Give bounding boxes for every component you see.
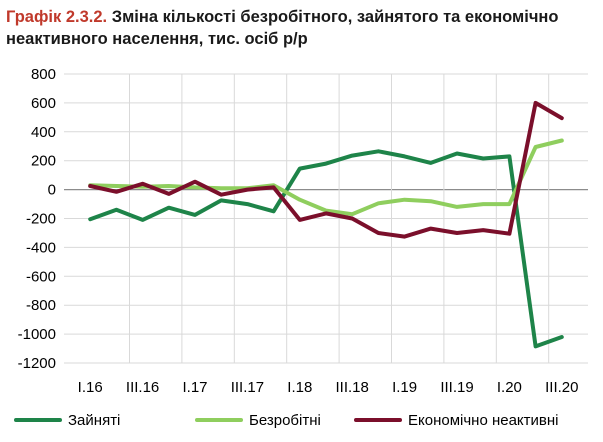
x-tick-label: III.16: [126, 379, 159, 396]
x-tick-label: I.19: [392, 379, 417, 396]
series-line: [88, 100, 564, 239]
y-tick-label: -800: [26, 297, 56, 314]
y-tick-label: -600: [26, 268, 56, 285]
y-tick-label: 400: [31, 124, 56, 141]
gridlines: [64, 73, 588, 364]
y-tick-label: 800: [31, 66, 56, 83]
y-tick-label: -1200: [18, 355, 56, 372]
x-tick-label: III.19: [440, 379, 473, 396]
axes: 800 600 400 200 0 -200 -400 -600 -800 -1000 -1200 I…: [18, 66, 579, 396]
y-tick-label: -200: [26, 211, 56, 228]
series-lines: [88, 100, 564, 349]
legend-label: Зайняті: [68, 412, 120, 429]
chart-title: Графік 2.3.2. Зміна кількості безробітно…: [6, 6, 596, 50]
y-tick-label: 200: [31, 153, 56, 170]
y-tick-label: 0: [48, 182, 56, 199]
x-tick-label: I.20: [497, 379, 522, 396]
x-tick-label: III.18: [336, 379, 369, 396]
chart-number: Графік 2.3.2.: [6, 8, 108, 26]
legend-label: Безробітні: [249, 412, 321, 429]
chart-title-text: Зміна кількості безробітного, зайнятого …: [6, 8, 559, 48]
x-tick-label: I.17: [182, 379, 207, 396]
x-tick-label: III.20: [545, 379, 578, 396]
y-tick-label: -400: [26, 239, 56, 256]
x-tick-label: I.16: [78, 379, 103, 396]
x-tick-label: III.17: [231, 379, 264, 396]
x-tick-label: I.18: [287, 379, 312, 396]
legend-label: Економічно неактивні: [408, 412, 559, 429]
y-tick-label: 600: [31, 95, 56, 112]
series-line: [88, 138, 564, 217]
series-line: [88, 149, 564, 349]
y-tick-label: -1000: [18, 326, 56, 343]
legend: Зайняті Безробітні Економічно неактивні: [14, 412, 559, 429]
